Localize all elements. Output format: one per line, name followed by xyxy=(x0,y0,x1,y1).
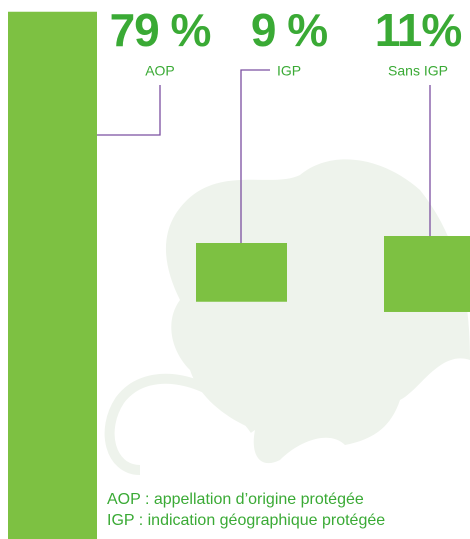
footnote: IGP : indication géographique protégée xyxy=(107,512,385,529)
chart: AOP : appellation d’origine protégée IGP… xyxy=(0,0,470,539)
value-label: 9 % xyxy=(251,4,327,56)
footnote: AOP : appellation d’origine protégée xyxy=(107,491,364,508)
bar xyxy=(384,236,470,312)
bar xyxy=(8,12,97,539)
value-label: 79 % xyxy=(110,4,211,56)
category-label: AOP xyxy=(145,63,175,79)
bar xyxy=(196,243,287,302)
category-label: Sans IGP xyxy=(388,63,448,79)
leaf-background xyxy=(110,159,470,470)
value-label: 11% xyxy=(375,4,462,56)
connector xyxy=(97,85,160,135)
category-label: IGP xyxy=(277,63,301,79)
